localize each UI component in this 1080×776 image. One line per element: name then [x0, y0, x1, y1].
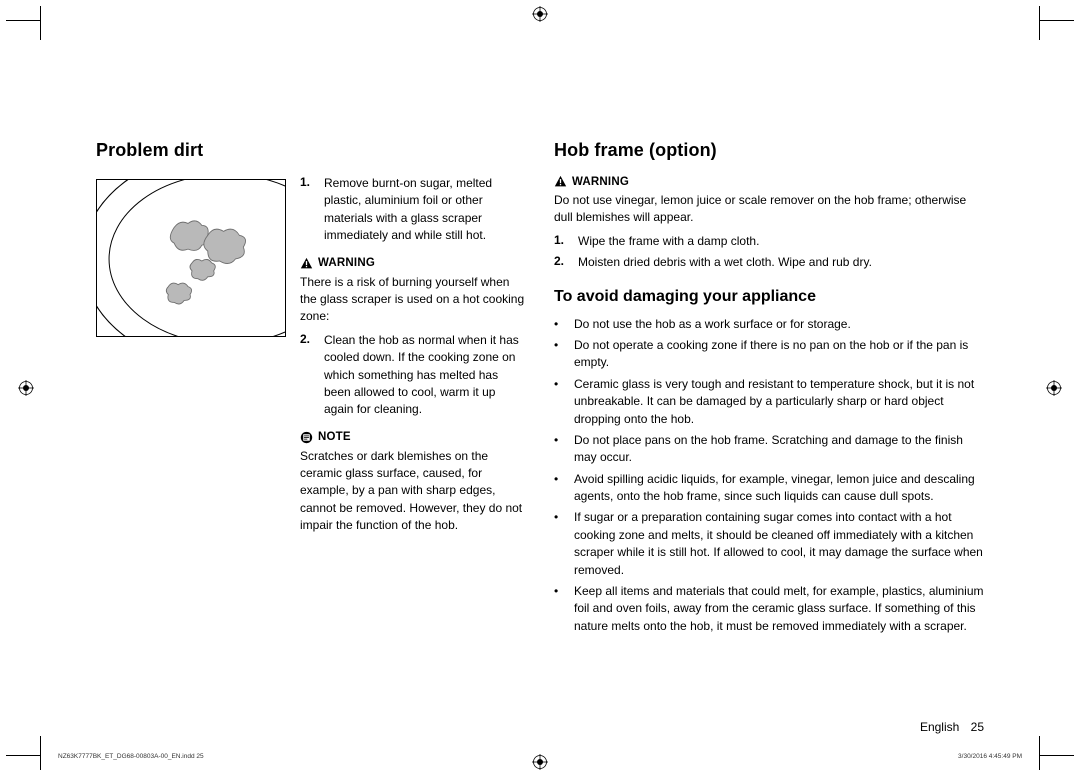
manual-page: Problem dirt [0, 0, 1080, 776]
registration-mark-icon [1046, 380, 1062, 396]
list-text: Keep all items and materials that could … [574, 583, 984, 635]
list-text: Do not place pans on the hob frame. Scra… [574, 432, 984, 467]
page-content: Problem dirt [96, 140, 984, 716]
registration-mark-icon [532, 6, 548, 22]
list-number: 1. [300, 175, 314, 245]
warning-label: WARNING [318, 257, 375, 269]
hob-dirt-illustration [96, 179, 286, 337]
list-text: Do not operate a cooking zone if there i… [574, 337, 984, 372]
note-icon [300, 431, 313, 444]
footer-language: English [920, 720, 959, 734]
list-text: Moisten dried debris with a wet cloth. W… [578, 254, 872, 271]
list-item: Do not place pans on the hob frame. Scra… [554, 432, 984, 467]
heading-avoid-damage: To avoid damaging your appliance [554, 288, 984, 306]
warning-text: There is a risk of burning yourself when… [300, 274, 526, 326]
list-text: If sugar or a preparation containing sug… [574, 509, 984, 579]
warning-icon [554, 175, 567, 188]
page-footer: English 25 [920, 720, 984, 734]
list-item: If sugar or a preparation containing sug… [554, 509, 984, 579]
list-text: Avoid spilling acidic liquids, for examp… [574, 471, 984, 506]
illustration-wrap [96, 175, 286, 541]
list-item: 2. Moisten dried debris with a wet cloth… [554, 254, 984, 271]
list-item: 1. Wipe the frame with a damp cloth. [554, 233, 984, 250]
list-number: 2. [554, 254, 568, 271]
warning-label-row: WARNING [554, 175, 984, 188]
warning-label: WARNING [572, 176, 629, 188]
list-item: 2. Clean the hob as normal when it has c… [300, 332, 526, 419]
list-item: Do not use the hob as a work surface or … [554, 316, 984, 333]
left-column: Problem dirt [96, 140, 526, 716]
warning-text: Do not use vinegar, lemon juice or scale… [554, 192, 984, 227]
list-text: Clean the hob as normal when it has cool… [324, 332, 526, 419]
list-text: Wipe the frame with a damp cloth. [578, 233, 759, 250]
note-label-row: NOTE [300, 431, 526, 444]
list-number: 2. [300, 332, 314, 419]
bullet-list: Do not use the hob as a work surface or … [554, 316, 984, 636]
list-number: 1. [554, 233, 568, 250]
registration-mark-icon [18, 380, 34, 396]
list-item: Ceramic glass is very tough and resistan… [554, 376, 984, 428]
heading-problem-dirt: Problem dirt [96, 140, 526, 161]
note-text: Scratches or dark blemishes on the ceram… [300, 448, 526, 535]
left-text: 1. Remove burnt-on sugar, melted plastic… [300, 175, 526, 541]
heading-hob-frame: Hob frame (option) [554, 140, 984, 161]
warning-label-row: WARNING [300, 257, 526, 270]
note-label: NOTE [318, 431, 351, 443]
imprint-file: NZ63K7777BK_ET_DG68-00803A-00_EN.indd 25 [58, 753, 204, 760]
warning-icon [300, 257, 313, 270]
list-item: Keep all items and materials that could … [554, 583, 984, 635]
imprint-line: NZ63K7777BK_ET_DG68-00803A-00_EN.indd 25… [58, 753, 1022, 760]
list-text: Remove burnt-on sugar, melted plastic, a… [324, 175, 526, 245]
imprint-date: 3/30/2016 4:45:49 PM [958, 753, 1022, 760]
footer-page-number: 25 [971, 720, 984, 734]
list-item: Avoid spilling acidic liquids, for examp… [554, 471, 984, 506]
right-column: Hob frame (option) WARNING Do not use vi… [554, 140, 984, 716]
list-item: Do not operate a cooking zone if there i… [554, 337, 984, 372]
list-item: 1. Remove burnt-on sugar, melted plastic… [300, 175, 526, 245]
list-text: Ceramic glass is very tough and resistan… [574, 376, 984, 428]
list-text: Do not use the hob as a work surface or … [574, 316, 851, 333]
